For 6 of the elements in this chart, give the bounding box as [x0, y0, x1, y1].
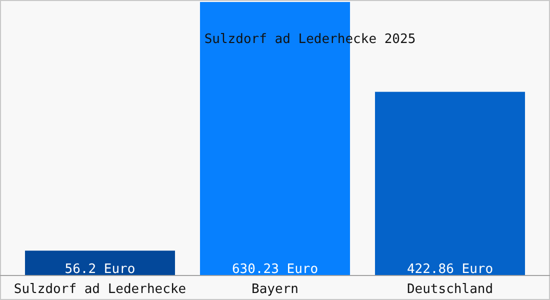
x-tick-label: Bayern [252, 282, 298, 297]
data-label: 422.86 Euro [406, 262, 494, 277]
data-label: 630.23 Euro [232, 262, 318, 277]
x-tick-label: Deutschland [406, 282, 494, 297]
x-tick-label: Sulzdorf ad Lederhecke [14, 282, 186, 297]
data-label: 56.2 Euro [64, 262, 136, 277]
